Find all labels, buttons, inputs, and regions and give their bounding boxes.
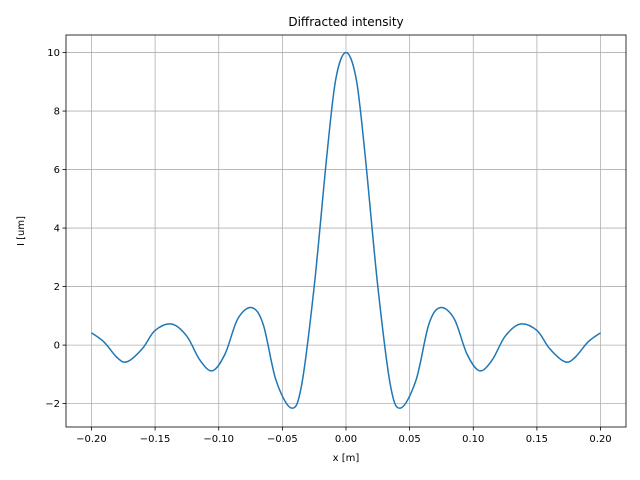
y-tick-label: 4 — [54, 224, 60, 235]
x-tick-label: 0.10 — [462, 434, 484, 445]
y-tick-label: −2 — [45, 399, 60, 410]
y-axis-label: I [um] — [16, 216, 27, 246]
plot-area — [91, 51, 601, 409]
y-tick-label: 2 — [54, 282, 60, 293]
x-tick-label: 0.00 — [335, 434, 357, 445]
y-tick-label: 6 — [54, 165, 60, 176]
y-tick-label: 0 — [54, 341, 60, 352]
x-tick-label: −0.05 — [267, 434, 298, 445]
y-tick-label: 8 — [54, 107, 60, 118]
x-tick-label: 0.15 — [526, 434, 548, 445]
grid — [66, 35, 626, 427]
x-tick-label: 0.05 — [399, 434, 421, 445]
x-tick-label: 0.20 — [589, 434, 611, 445]
x-tick-label: −0.10 — [203, 434, 234, 445]
series-line — [91, 51, 601, 409]
chart-title: Diffracted intensity — [288, 15, 403, 29]
y-tick-label: 10 — [47, 48, 60, 59]
x-tick-label: −0.15 — [140, 434, 171, 445]
ticks: −0.20 −0.15 −0.10 −0.05 0.00 0.05 0.10 0.15 0.20… — [45, 48, 611, 445]
x-tick-label: −0.20 — [76, 434, 107, 445]
x-axis-label: x [m] — [333, 453, 360, 464]
